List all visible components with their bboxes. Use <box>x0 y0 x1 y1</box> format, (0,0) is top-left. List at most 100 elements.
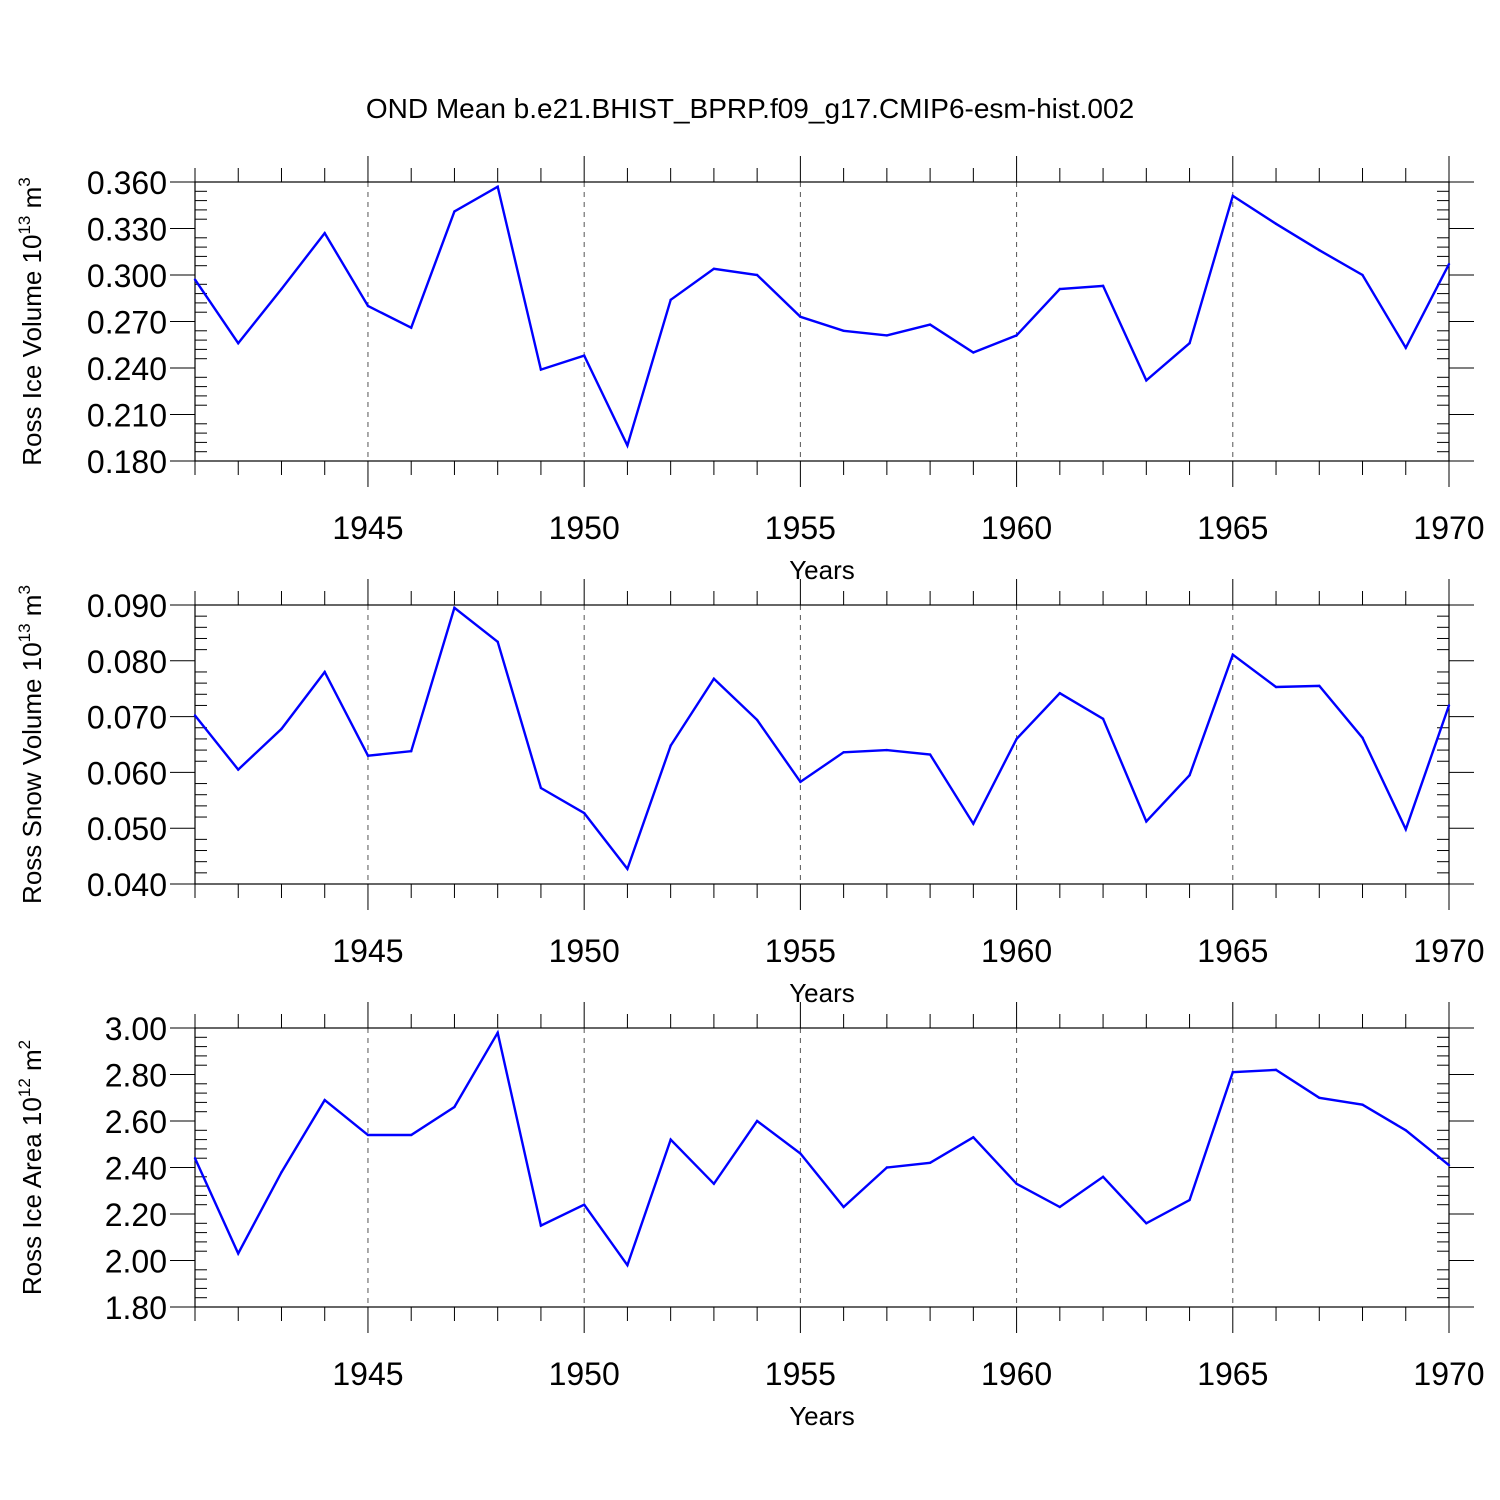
y-axis-title: Ross Ice Volume 1013 m3 <box>15 177 47 466</box>
y-tick-label: 0.360 <box>87 165 167 201</box>
x-axis-title: Years <box>789 978 855 1008</box>
y-tick-label: 0.270 <box>87 305 167 341</box>
data-point <box>799 315 802 319</box>
y-axis-title-part: Ross Ice Area 10 <box>17 1097 47 1295</box>
data-point <box>453 1105 456 1109</box>
y-tick-label: 1.80 <box>105 1290 167 1326</box>
data-point <box>669 1138 672 1141</box>
data-point <box>842 1205 845 1209</box>
data-point <box>1274 685 1278 689</box>
x-tick-label: 1955 <box>765 510 836 546</box>
plot-frame <box>194 604 1450 885</box>
data-point <box>885 748 889 752</box>
data-point <box>712 677 716 680</box>
data-point <box>237 342 240 345</box>
data-point <box>539 786 543 790</box>
y-axis-title-part: 13 <box>15 623 34 642</box>
data-point <box>669 298 672 301</box>
data-point <box>1361 736 1364 740</box>
y-axis-title-part: m <box>17 595 47 624</box>
data-point <box>755 1119 759 1123</box>
y-tick-label: 0.070 <box>87 700 167 736</box>
data-point <box>972 351 975 354</box>
data-point <box>1188 342 1191 345</box>
data-point <box>237 1252 240 1255</box>
y-tick-label: 0.080 <box>87 644 167 680</box>
data-point <box>323 670 326 674</box>
x-tick-label: 1960 <box>981 933 1052 969</box>
data-point <box>1101 717 1105 721</box>
data-point <box>1404 346 1407 350</box>
data-point <box>928 1161 932 1165</box>
data-point <box>1188 773 1191 777</box>
data-point <box>237 768 240 771</box>
y-tick-label: 0.050 <box>87 811 167 847</box>
y-tick-label: 3.00 <box>105 1011 167 1047</box>
data-point <box>755 718 759 722</box>
data-point <box>582 354 586 357</box>
data-point <box>1318 249 1321 252</box>
data-point <box>280 727 283 731</box>
data-point <box>626 867 629 871</box>
x-tick-label: 1945 <box>332 1356 403 1392</box>
y-tick-label: 0.040 <box>87 867 167 903</box>
y-axis-title-part: 2 <box>15 1040 34 1049</box>
data-point <box>1404 1129 1407 1132</box>
data-point <box>1274 1068 1278 1072</box>
data-point <box>280 1170 283 1174</box>
data-point <box>410 1133 413 1137</box>
data-point <box>582 811 586 815</box>
y-tick-label: 2.40 <box>105 1151 167 1187</box>
y-axis-title-part: m <box>17 187 47 216</box>
x-tick-label: 1950 <box>549 1356 620 1392</box>
x-tick-label: 1950 <box>549 510 620 546</box>
x-tick-label: 1970 <box>1413 510 1484 546</box>
x-axis-title: Years <box>789 1401 855 1431</box>
data-point <box>1015 334 1018 337</box>
data-point <box>193 714 197 717</box>
y-tick-label: 0.180 <box>87 444 167 480</box>
x-tick-label: 1970 <box>1413 1356 1484 1392</box>
data-point <box>669 744 672 747</box>
y-tick-label: 0.090 <box>87 588 167 624</box>
data-point <box>712 1182 716 1185</box>
data-point <box>453 210 456 213</box>
y-tick-label: 0.210 <box>87 398 167 434</box>
data-point <box>885 1166 889 1169</box>
data-point <box>885 334 889 337</box>
y-tick-label: 0.240 <box>87 351 167 387</box>
x-tick-label: 1970 <box>1413 933 1484 969</box>
data-point <box>280 287 283 291</box>
x-tick-label: 1965 <box>1197 510 1268 546</box>
x-tick-label: 1960 <box>981 1356 1052 1392</box>
data-point <box>496 1031 499 1034</box>
data-point <box>1015 737 1018 741</box>
series-line <box>193 1029 1450 1268</box>
x-axis-title: Years <box>789 555 855 585</box>
y-tick-label: 0.330 <box>87 212 167 248</box>
plot-frame <box>194 181 1450 462</box>
data-point <box>1058 1205 1062 1209</box>
data-point <box>1058 287 1062 291</box>
data-point <box>193 1157 197 1160</box>
y-tick-label: 2.00 <box>105 1244 167 1280</box>
data-point <box>1447 1163 1451 1167</box>
data-point <box>1361 273 1364 277</box>
data-point <box>1231 194 1234 198</box>
data-point <box>366 304 370 308</box>
x-tick-label: 1955 <box>765 1356 836 1392</box>
y-axis-title-part: 3 <box>15 585 34 594</box>
panel-3: 1.80 2.00 2.20 2.40 2.60 2.80 3.00 1945 1950 1955… <box>15 1002 1485 1431</box>
data-point <box>1145 820 1148 823</box>
y-axis-title-part: m <box>17 1049 47 1078</box>
data-point <box>1058 691 1062 695</box>
y-tick-label: 2.60 <box>105 1104 167 1140</box>
data-point <box>323 231 326 235</box>
data-point <box>1015 1182 1018 1185</box>
data-point <box>972 1136 975 1139</box>
data-point <box>1318 684 1321 688</box>
x-tick-label: 1965 <box>1197 933 1268 969</box>
data-point <box>366 754 370 757</box>
y-tick-label: 0.300 <box>87 258 167 294</box>
